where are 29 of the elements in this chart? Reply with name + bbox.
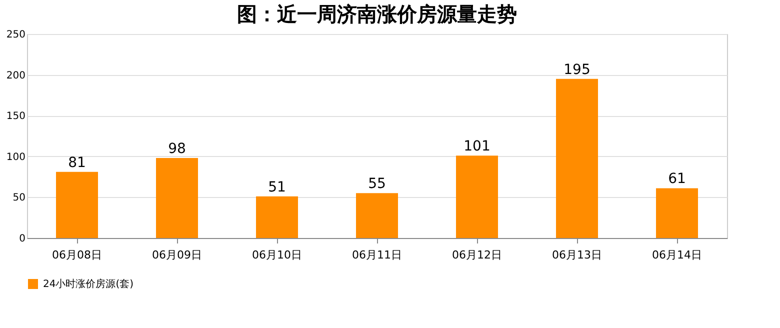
bar	[556, 78, 598, 238]
bar	[56, 172, 98, 238]
x-tick-label: 06月11日	[352, 248, 402, 262]
x-tick-label: 06月14日	[652, 248, 702, 262]
data-label: 101	[464, 138, 490, 155]
y-tick-label: 100	[6, 152, 26, 163]
data-label: 195	[564, 62, 590, 78]
x-tick-label: 06月13日	[552, 248, 602, 262]
y-tick-label: 250	[6, 30, 26, 40]
legend-label: 24小时涨价房源(套)	[43, 278, 134, 290]
bar	[356, 193, 398, 238]
y-tick-label: 50	[12, 192, 26, 204]
x-tick-label: 06月09日	[152, 248, 202, 262]
bar	[156, 158, 198, 238]
data-label: 61	[668, 171, 686, 188]
bar	[256, 196, 298, 238]
x-tick-label: 06月10日	[252, 248, 302, 262]
y-tick-label: 200	[6, 70, 26, 82]
data-label: 98	[168, 141, 186, 158]
x-tick-label: 06月12日	[452, 248, 502, 262]
bar	[456, 156, 498, 238]
y-tick-label: 150	[6, 111, 26, 122]
x-tick-label: 06月08日	[52, 248, 102, 262]
data-label: 81	[68, 154, 86, 171]
y-tick-label: 0	[19, 234, 26, 244]
data-label: 55	[368, 176, 386, 192]
bar	[656, 188, 698, 238]
chart-title: 图：近一周济南涨价房源量走势	[237, 2, 517, 26]
data-label: 51	[268, 179, 286, 196]
